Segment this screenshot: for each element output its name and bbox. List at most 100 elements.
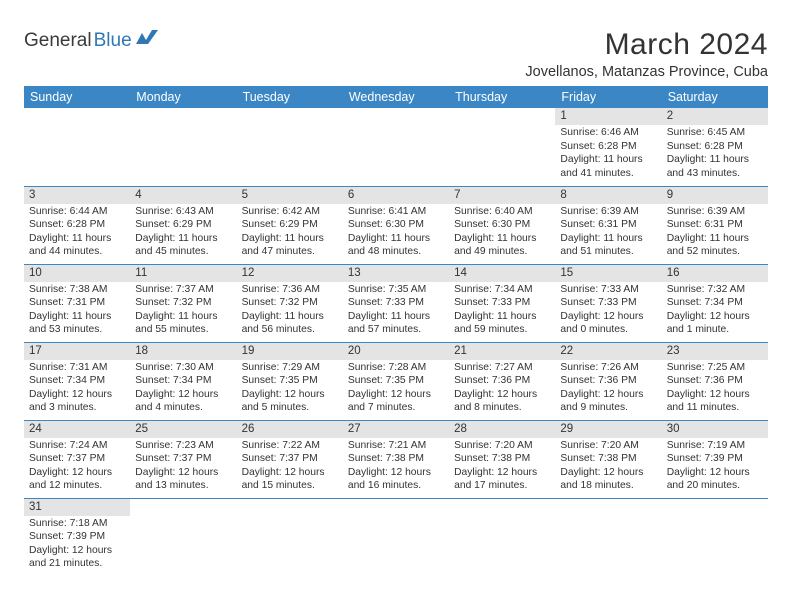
day-line-ss: Sunset: 6:29 PM bbox=[242, 218, 338, 232]
day-line-d1: Daylight: 11 hours bbox=[454, 310, 550, 324]
day-line-sr: Sunrise: 7:21 AM bbox=[348, 439, 444, 453]
day-line-d1: Daylight: 11 hours bbox=[242, 310, 338, 324]
day-number: 4 bbox=[130, 187, 236, 204]
calendar-cell bbox=[130, 108, 236, 186]
calendar-cell: 4Sunrise: 6:43 AMSunset: 6:29 PMDaylight… bbox=[130, 186, 236, 264]
day-line-d2: and 51 minutes. bbox=[560, 245, 656, 259]
day-line-sr: Sunrise: 6:45 AM bbox=[667, 126, 763, 140]
day-number: 17 bbox=[24, 343, 130, 360]
day-line-d2: and 55 minutes. bbox=[135, 323, 231, 337]
calendar-cell bbox=[24, 108, 130, 186]
day-line-ss: Sunset: 7:33 PM bbox=[560, 296, 656, 310]
location: Jovellanos, Matanzas Province, Cuba bbox=[525, 64, 768, 80]
calendar-cell: 2Sunrise: 6:45 AMSunset: 6:28 PMDaylight… bbox=[662, 108, 768, 186]
day-line-sr: Sunrise: 6:44 AM bbox=[29, 205, 125, 219]
calendar-cell: 28Sunrise: 7:20 AMSunset: 7:38 PMDayligh… bbox=[449, 420, 555, 498]
day-number: 19 bbox=[237, 343, 343, 360]
day-line-d2: and 3 minutes. bbox=[29, 401, 125, 415]
day-line-d1: Daylight: 11 hours bbox=[667, 232, 763, 246]
day-line-d2: and 21 minutes. bbox=[29, 557, 125, 571]
day-line-d1: Daylight: 11 hours bbox=[29, 310, 125, 324]
day-number: 11 bbox=[130, 265, 236, 282]
day-line-d1: Daylight: 11 hours bbox=[667, 153, 763, 167]
day-line-sr: Sunrise: 7:23 AM bbox=[135, 439, 231, 453]
day-line-sr: Sunrise: 7:35 AM bbox=[348, 283, 444, 297]
day-line-d1: Daylight: 12 hours bbox=[242, 466, 338, 480]
day-line-sr: Sunrise: 7:29 AM bbox=[242, 361, 338, 375]
day-line-d2: and 52 minutes. bbox=[667, 245, 763, 259]
day-line-sr: Sunrise: 7:22 AM bbox=[242, 439, 338, 453]
calendar-cell: 5Sunrise: 6:42 AMSunset: 6:29 PMDaylight… bbox=[237, 186, 343, 264]
day-number: 23 bbox=[662, 343, 768, 360]
day-number: 3 bbox=[24, 187, 130, 204]
calendar-cell bbox=[237, 498, 343, 576]
day-line-ss: Sunset: 7:36 PM bbox=[667, 374, 763, 388]
calendar-cell bbox=[662, 498, 768, 576]
day-line-d1: Daylight: 11 hours bbox=[242, 232, 338, 246]
day-line-sr: Sunrise: 6:46 AM bbox=[560, 126, 656, 140]
day-line-sr: Sunrise: 7:26 AM bbox=[560, 361, 656, 375]
day-number: 8 bbox=[555, 187, 661, 204]
calendar-row: 3Sunrise: 6:44 AMSunset: 6:28 PMDaylight… bbox=[24, 186, 768, 264]
calendar-cell bbox=[555, 498, 661, 576]
day-line-d1: Daylight: 12 hours bbox=[135, 466, 231, 480]
calendar-row: 24Sunrise: 7:24 AMSunset: 7:37 PMDayligh… bbox=[24, 420, 768, 498]
day-line-d1: Daylight: 12 hours bbox=[135, 388, 231, 402]
calendar-row: 1Sunrise: 6:46 AMSunset: 6:28 PMDaylight… bbox=[24, 108, 768, 186]
weekday-header: Friday bbox=[555, 86, 661, 108]
day-line-sr: Sunrise: 6:43 AM bbox=[135, 205, 231, 219]
day-line-sr: Sunrise: 6:42 AM bbox=[242, 205, 338, 219]
day-line-sr: Sunrise: 7:38 AM bbox=[29, 283, 125, 297]
calendar-cell: 25Sunrise: 7:23 AMSunset: 7:37 PMDayligh… bbox=[130, 420, 236, 498]
day-line-d2: and 47 minutes. bbox=[242, 245, 338, 259]
day-number: 9 bbox=[662, 187, 768, 204]
day-line-ss: Sunset: 7:38 PM bbox=[348, 452, 444, 466]
day-line-d1: Daylight: 11 hours bbox=[135, 232, 231, 246]
day-line-ss: Sunset: 7:36 PM bbox=[560, 374, 656, 388]
calendar-cell: 6Sunrise: 6:41 AMSunset: 6:30 PMDaylight… bbox=[343, 186, 449, 264]
day-line-ss: Sunset: 7:37 PM bbox=[135, 452, 231, 466]
day-line-d1: Daylight: 12 hours bbox=[454, 388, 550, 402]
calendar-cell: 13Sunrise: 7:35 AMSunset: 7:33 PMDayligh… bbox=[343, 264, 449, 342]
calendar-cell: 14Sunrise: 7:34 AMSunset: 7:33 PMDayligh… bbox=[449, 264, 555, 342]
day-line-ss: Sunset: 7:35 PM bbox=[348, 374, 444, 388]
day-line-sr: Sunrise: 7:32 AM bbox=[667, 283, 763, 297]
day-line-d2: and 59 minutes. bbox=[454, 323, 550, 337]
day-line-ss: Sunset: 6:29 PM bbox=[135, 218, 231, 232]
day-number: 21 bbox=[449, 343, 555, 360]
day-number: 18 bbox=[130, 343, 236, 360]
day-line-ss: Sunset: 6:31 PM bbox=[560, 218, 656, 232]
day-line-ss: Sunset: 7:37 PM bbox=[242, 452, 338, 466]
day-number: 1 bbox=[555, 108, 661, 125]
calendar-cell: 18Sunrise: 7:30 AMSunset: 7:34 PMDayligh… bbox=[130, 342, 236, 420]
weekday-header: Sunday bbox=[24, 86, 130, 108]
day-line-d2: and 41 minutes. bbox=[560, 167, 656, 181]
weekday-header: Wednesday bbox=[343, 86, 449, 108]
day-line-d1: Daylight: 12 hours bbox=[348, 466, 444, 480]
day-line-sr: Sunrise: 7:24 AM bbox=[29, 439, 125, 453]
day-line-sr: Sunrise: 7:31 AM bbox=[29, 361, 125, 375]
calendar-cell: 30Sunrise: 7:19 AMSunset: 7:39 PMDayligh… bbox=[662, 420, 768, 498]
day-line-d2: and 17 minutes. bbox=[454, 479, 550, 493]
day-line-ss: Sunset: 6:30 PM bbox=[454, 218, 550, 232]
day-line-d2: and 4 minutes. bbox=[135, 401, 231, 415]
day-line-d1: Daylight: 12 hours bbox=[667, 310, 763, 324]
calendar-cell bbox=[449, 108, 555, 186]
day-line-sr: Sunrise: 7:28 AM bbox=[348, 361, 444, 375]
calendar-row: 31Sunrise: 7:18 AMSunset: 7:39 PMDayligh… bbox=[24, 498, 768, 576]
day-line-sr: Sunrise: 7:27 AM bbox=[454, 361, 550, 375]
day-line-d2: and 11 minutes. bbox=[667, 401, 763, 415]
day-line-d1: Daylight: 11 hours bbox=[135, 310, 231, 324]
day-line-sr: Sunrise: 7:25 AM bbox=[667, 361, 763, 375]
weekday-header: Monday bbox=[130, 86, 236, 108]
day-line-sr: Sunrise: 7:19 AM bbox=[667, 439, 763, 453]
day-number: 16 bbox=[662, 265, 768, 282]
day-line-d1: Daylight: 12 hours bbox=[29, 388, 125, 402]
day-line-ss: Sunset: 7:33 PM bbox=[348, 296, 444, 310]
day-line-d1: Daylight: 12 hours bbox=[667, 466, 763, 480]
calendar-cell: 22Sunrise: 7:26 AMSunset: 7:36 PMDayligh… bbox=[555, 342, 661, 420]
calendar-cell: 27Sunrise: 7:21 AMSunset: 7:38 PMDayligh… bbox=[343, 420, 449, 498]
calendar-row: 17Sunrise: 7:31 AMSunset: 7:34 PMDayligh… bbox=[24, 342, 768, 420]
day-line-d2: and 20 minutes. bbox=[667, 479, 763, 493]
day-line-d1: Daylight: 11 hours bbox=[348, 232, 444, 246]
